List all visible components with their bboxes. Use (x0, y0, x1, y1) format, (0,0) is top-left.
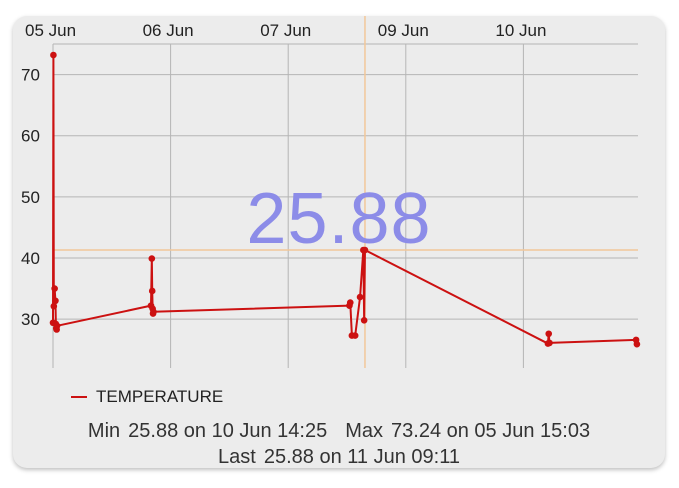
last-value: 25.88 on 11 Jun 09:11 (263, 446, 460, 468)
chart-card: 30 40 50 60 70 05 Jun 06 Jun 07 Jun 09 Jun 10 Jun… (13, 16, 665, 468)
max-label: Max (345, 420, 384, 442)
data-point (545, 330, 553, 338)
data-point (51, 285, 58, 292)
y-tick-label: 30 (21, 310, 40, 329)
data-point (546, 339, 553, 347)
temperature-chart[interactable]: 30 40 50 60 70 05 Jun 06 Jun 07 Jun 09 Jun 10 Jun (13, 16, 665, 386)
last-label: Last (218, 446, 256, 468)
data-point (633, 340, 641, 348)
data-point (50, 302, 58, 310)
data-point (148, 287, 156, 295)
legend-swatch (71, 396, 87, 398)
y-tick-label: 50 (21, 188, 40, 207)
data-point (50, 51, 57, 59)
x-tick-label: 10 Jun (495, 21, 546, 40)
x-tick-label: 07 Jun (260, 21, 311, 40)
series-line-temperature (52, 54, 638, 345)
data-point (361, 246, 369, 254)
min-value: 25.88 on 10 Jun 14:25 (128, 420, 328, 442)
data-point (346, 299, 354, 306)
y-tick-label: 60 (21, 127, 40, 146)
legend-label: TEMPERATURE (96, 387, 224, 406)
data-point (53, 322, 61, 330)
data-point (360, 317, 368, 324)
data-point (356, 293, 364, 301)
stats-line-minmax: Min 25.88 on 10 Jun 14:25 Max 73.24 on 05 J… (13, 418, 665, 444)
x-tick-label: 06 Jun (143, 21, 194, 40)
stats-summary: Min 25.88 on 10 Jun 14:25 Max 73.24 on 05 J… (13, 418, 665, 468)
stats-line-last: Last 25.88 on 11 Jun 09:11 (13, 444, 665, 468)
x-tick-label: 05 Jun (25, 21, 76, 40)
legend[interactable]: TEMPERATURE (71, 387, 223, 407)
data-point (150, 308, 157, 316)
data-point (148, 255, 156, 262)
y-tick-label: 70 (21, 66, 40, 85)
min-label: Min (87, 420, 121, 442)
y-tick-label: 40 (21, 249, 40, 268)
data-point (52, 297, 59, 305)
x-tick-label: 09 Jun (378, 21, 429, 40)
max-value: 73.24 on 05 Jun 15:03 (391, 420, 591, 442)
data-point (351, 332, 359, 339)
